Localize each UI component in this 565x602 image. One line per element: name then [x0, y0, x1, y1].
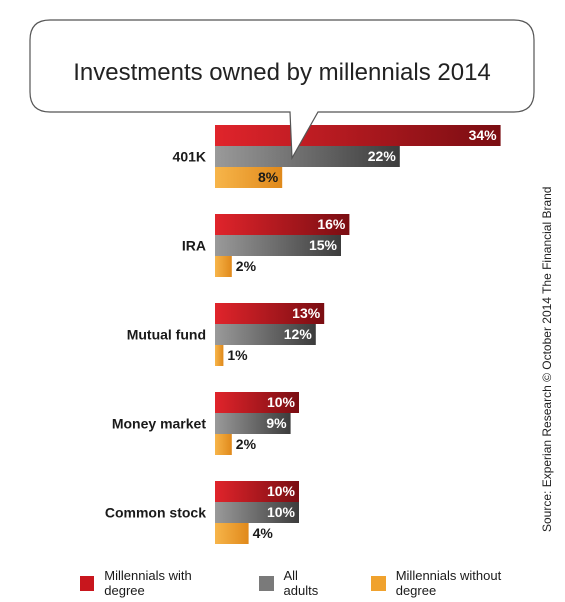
legend-swatch: [371, 575, 386, 591]
bar-millennials-with-degree: [215, 481, 299, 502]
category-label: Money market: [112, 416, 206, 432]
data-label: 10%: [267, 394, 296, 410]
data-label: 15%: [309, 237, 338, 253]
legend-label: Millennials without degree: [395, 568, 502, 598]
title-bubble: [29, 19, 535, 161]
category-label: 401K: [173, 149, 206, 165]
data-label: 9%: [266, 415, 287, 431]
category-label: Common stock: [105, 505, 206, 521]
data-label: 2%: [236, 258, 257, 274]
data-label: 10%: [267, 483, 296, 499]
bar-millennials-with-degree: [215, 214, 350, 235]
category-label: Mutual fund: [127, 327, 206, 343]
data-label: 2%: [236, 436, 257, 452]
bar-all-adults: [215, 324, 316, 345]
bar-millennials-without-degree: [215, 256, 232, 277]
legend-swatch: [259, 575, 274, 591]
data-label: 1%: [227, 347, 248, 363]
data-label: 13%: [292, 305, 321, 321]
data-label: 12%: [284, 326, 313, 342]
legend: Millennials with degree All adults Millenn…: [80, 568, 560, 598]
chart-title: Investments owned by millennials 2014: [73, 59, 491, 86]
legend-item: All adults: [259, 568, 333, 598]
bar-millennials-without-degree: [215, 523, 249, 544]
data-label: 16%: [317, 216, 346, 232]
data-label: 4%: [253, 525, 274, 541]
bar-millennials-with-degree: [215, 392, 299, 413]
legend-item: Millennials without degree: [371, 568, 538, 598]
legend-label: Millennials with degree: [104, 568, 192, 598]
category-label: IRA: [182, 238, 206, 254]
category-labels: 401K IRA Mutual fund Money market Common sto…: [105, 149, 206, 521]
data-label: 34%: [469, 127, 498, 143]
bar-all-adults: [215, 502, 299, 523]
bar-all-adults: [215, 146, 400, 167]
data-label: 22%: [368, 148, 397, 164]
data-label: 10%: [267, 504, 296, 520]
bar-millennials-without-degree: [215, 345, 224, 366]
data-label: 8%: [258, 169, 279, 185]
legend-swatch: [80, 575, 95, 591]
legend-label: All adults: [283, 568, 319, 598]
bar-all-adults: [215, 235, 341, 256]
bar-group: 34% 22% 8% 16% 15% 2% 13% 12% 1% 10% 9% 2% 10% 10% 4%: [215, 125, 501, 544]
bar-millennials-without-degree: [215, 167, 283, 188]
bar-millennials-with-degree: [215, 303, 325, 324]
source-note: Source: Experian Research © October 2014…: [540, 187, 554, 532]
bar-millennials-with-degree: [215, 125, 501, 146]
bar-millennials-without-degree: [215, 434, 232, 455]
bar-all-adults: [215, 413, 291, 434]
legend-item: Millennials with degree: [80, 568, 229, 598]
